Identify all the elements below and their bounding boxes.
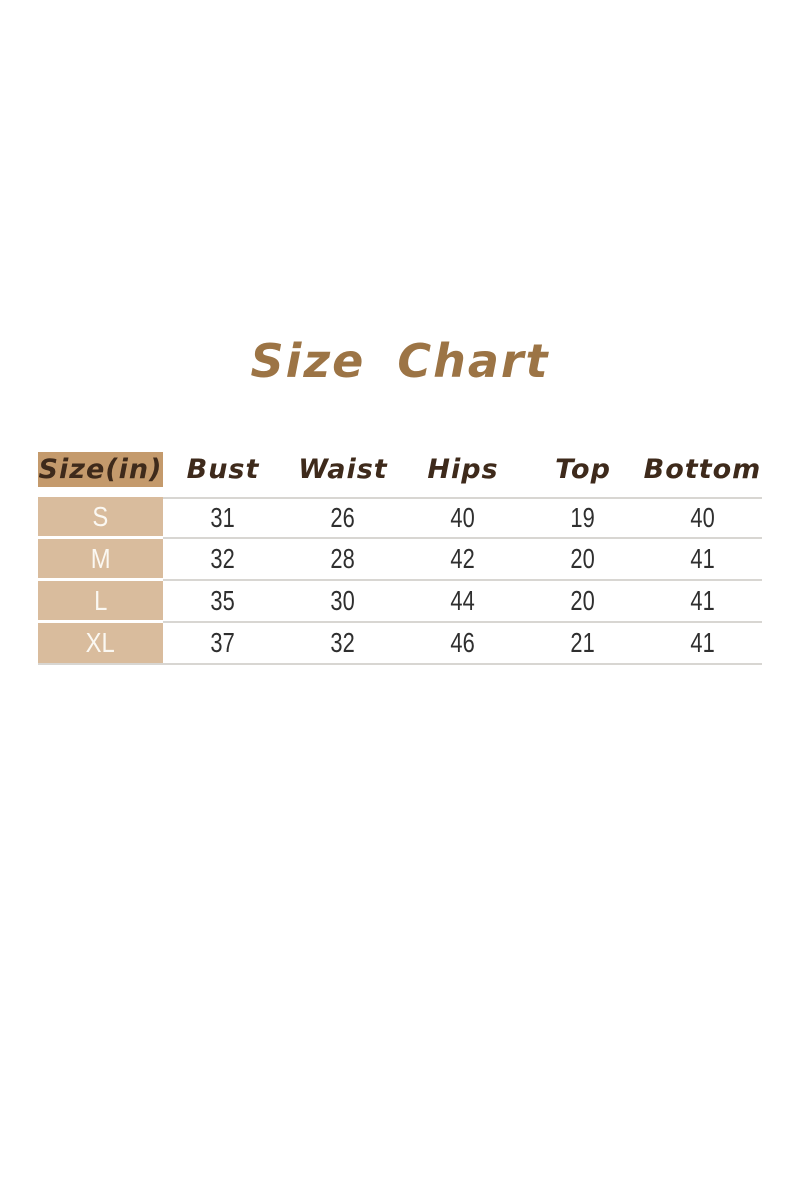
table-row: S 31 26 40 19 40	[38, 497, 762, 539]
measurement-value: 32	[330, 627, 356, 658]
measurement-cell: 41	[643, 581, 762, 623]
header-cell-hips: Hips	[403, 452, 523, 497]
size-label-cell: XL	[38, 623, 163, 665]
measurement-value: 20	[570, 585, 596, 616]
measurement-cell: 19	[523, 497, 643, 539]
measurement-value: 41	[690, 627, 715, 658]
measurement-cell: 42	[403, 539, 523, 581]
measurement-value: 19	[570, 502, 596, 533]
measurement-cell: 28	[283, 539, 403, 581]
header-cell-top: Top	[523, 452, 643, 497]
measurement-value: 35	[210, 585, 236, 616]
measurement-cell: 35	[163, 581, 283, 623]
measurement-value: 21	[570, 627, 596, 658]
header-cell-bottom: Bottom	[643, 452, 762, 497]
header-row: Size(in) Bust Waist Hips Top Bottom	[38, 452, 762, 497]
measurement-value: 37	[210, 627, 236, 658]
measurement-cell: 37	[163, 623, 283, 665]
size-label: XL	[85, 627, 116, 658]
measurement-cell: 31	[163, 497, 283, 539]
header-cell-waist: Waist	[283, 452, 403, 497]
measurement-value: 44	[450, 585, 476, 616]
measurement-cell: 32	[283, 623, 403, 665]
size-chart-table: Size(in) Bust Waist Hips Top Bottom S 31…	[38, 452, 762, 665]
size-label: M	[90, 542, 111, 574]
measurement-value: 26	[330, 502, 356, 533]
table-row: XL 37 32 46 21 41	[38, 623, 762, 665]
measurement-value: 30	[330, 585, 356, 616]
measurement-cell: 40	[403, 497, 523, 539]
header-cell-size: Size(in)	[38, 452, 163, 497]
table-row: M 32 28 42 20 41	[38, 539, 762, 581]
measurement-cell: 20	[523, 581, 643, 623]
measurement-cell: 41	[643, 539, 762, 581]
measurement-value: 46	[450, 627, 476, 658]
measurement-value: 41	[690, 543, 715, 574]
size-label: S	[92, 500, 109, 532]
table-row: L 35 30 44 20 41	[38, 581, 762, 623]
measurement-value: 42	[450, 543, 476, 574]
measurement-cell: 41	[643, 623, 762, 665]
measurement-cell: 44	[403, 581, 523, 623]
measurement-value: 41	[690, 585, 715, 616]
measurement-value: 32	[210, 543, 236, 574]
measurement-value: 40	[450, 502, 476, 533]
measurement-cell: 32	[163, 539, 283, 581]
measurement-value: 28	[330, 543, 356, 574]
size-label-cell: M	[38, 539, 163, 581]
page-title: Size Chart	[250, 334, 550, 388]
measurement-cell: 20	[523, 539, 643, 581]
measurement-cell: 21	[523, 623, 643, 665]
measurement-cell: 30	[283, 581, 403, 623]
measurement-cell: 40	[643, 497, 762, 539]
size-label-cell: L	[38, 581, 163, 623]
measurement-cell: 46	[403, 623, 523, 665]
measurement-value: 40	[690, 502, 715, 533]
measurement-value: 20	[570, 543, 596, 574]
size-label-cell: S	[38, 497, 163, 539]
size-label: L	[93, 584, 108, 616]
measurement-value: 31	[210, 502, 236, 533]
measurement-cell: 26	[283, 497, 403, 539]
header-cell-bust: Bust	[163, 452, 283, 497]
